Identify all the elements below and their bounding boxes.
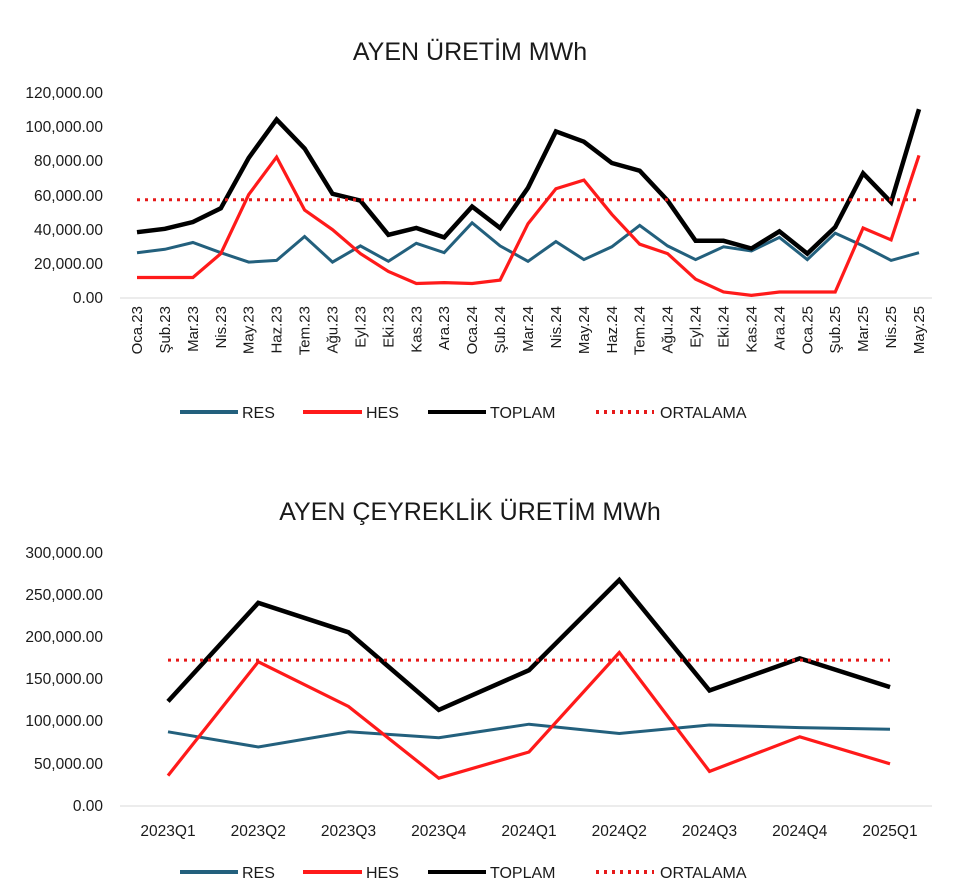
monthly-y-tick: 20,000.00 bbox=[34, 256, 103, 273]
quarterly-y-tick: 100,000.00 bbox=[25, 713, 103, 730]
monthly-x-ticks: Oca.23 Şub.23 Mar.23 Nis.23 May.23 Haz.23 Tem.… bbox=[129, 306, 928, 355]
monthly-chart-title: AYEN ÜRETİM MWh bbox=[353, 37, 587, 66]
monthly-x-tick: Kas.24 bbox=[743, 306, 760, 353]
monthly-x-tick: Mar.25 bbox=[855, 306, 872, 352]
monthly-x-tick: Oca.24 bbox=[464, 306, 481, 354]
monthly-x-tick: Nis.25 bbox=[883, 306, 900, 349]
monthly-y-tick: 100,000.00 bbox=[25, 119, 103, 136]
quarterly-y-tick: 250,000.00 bbox=[25, 587, 103, 604]
legend-label-hes: HES bbox=[366, 865, 399, 882]
quarterly-y-tick: 200,000.00 bbox=[25, 629, 103, 646]
quarterly-x-tick: 2024Q4 bbox=[772, 823, 828, 840]
monthly-x-tick: May.25 bbox=[911, 306, 928, 354]
monthly-x-tick: Mar.24 bbox=[520, 306, 537, 352]
quarterly-chart-title: AYEN ÇEYREKLİK ÜRETİM MWh bbox=[279, 497, 661, 526]
quarterly-x-tick: 2025Q1 bbox=[862, 823, 917, 840]
quarterly-y-tick: 300,000.00 bbox=[25, 545, 103, 562]
monthly-x-tick: Şub.24 bbox=[492, 306, 509, 354]
legend-label-ortalama: ORTALAMA bbox=[660, 865, 747, 882]
quarterly-y-ticks: 0.00 50,000.00 100,000.00 150,000.00 200… bbox=[25, 545, 103, 815]
monthly-y-tick: 120,000.00 bbox=[25, 85, 103, 102]
monthly-x-tick: Eki.23 bbox=[380, 306, 397, 348]
quarterly-series-toplam-line bbox=[166, 576, 891, 713]
monthly-x-tick: Ara.24 bbox=[771, 306, 788, 350]
monthly-x-tick: Tem.24 bbox=[632, 306, 649, 355]
monthly-x-tick: Eyl.24 bbox=[688, 306, 705, 348]
quarterly-x-tick: 2024Q2 bbox=[592, 823, 647, 840]
quarterly-y-tick: 0.00 bbox=[73, 798, 104, 815]
quarterly-series-res-line bbox=[167, 722, 891, 749]
quarterly-x-tick: 2023Q3 bbox=[321, 823, 376, 840]
legend-label-toplam: TOPLAM bbox=[490, 865, 556, 882]
monthly-y-tick: 60,000.00 bbox=[34, 188, 103, 205]
monthly-series-toplam-line bbox=[136, 108, 922, 257]
monthly-chart: AYEN ÜRETİM MWh 0.00 20,000.00 40,000.00… bbox=[25, 37, 932, 422]
monthly-x-tick: May.24 bbox=[576, 306, 593, 354]
monthly-y-tick: 0.00 bbox=[73, 290, 104, 307]
monthly-series-res-line bbox=[136, 220, 920, 264]
monthly-x-tick: Kas.23 bbox=[408, 306, 425, 353]
quarterly-x-ticks: 2023Q1 2023Q2 2023Q3 2023Q4 2024Q1 2024Q2 2024… bbox=[140, 823, 917, 840]
quarterly-legend: RES HES TOPLAM ORTALAMA bbox=[180, 865, 747, 882]
quarterly-x-tick: 2024Q3 bbox=[682, 823, 737, 840]
monthly-x-tick: Mar.23 bbox=[185, 306, 202, 352]
monthly-x-tick: Oca.23 bbox=[129, 306, 146, 354]
legend-label-res: RES bbox=[242, 405, 275, 422]
quarterly-x-tick: 2023Q2 bbox=[231, 823, 286, 840]
monthly-x-tick: Şub.25 bbox=[827, 306, 844, 354]
monthly-x-tick: Haz.23 bbox=[269, 306, 286, 354]
monthly-x-tick: Eki.24 bbox=[716, 306, 733, 348]
monthly-x-tick: Haz.24 bbox=[604, 306, 621, 354]
legend-label-ortalama: ORTALAMA bbox=[660, 405, 747, 422]
monthly-x-tick: Şub.23 bbox=[157, 306, 174, 354]
monthly-y-tick: 40,000.00 bbox=[34, 222, 103, 239]
monthly-y-ticks: 0.00 20,000.00 40,000.00 60,000.00 80,00… bbox=[25, 85, 103, 307]
quarterly-x-tick: 2024Q1 bbox=[501, 823, 556, 840]
quarterly-y-tick: 50,000.00 bbox=[34, 756, 103, 773]
monthly-x-tick: Ağu.23 bbox=[325, 306, 342, 354]
monthly-y-tick: 80,000.00 bbox=[34, 153, 103, 170]
quarterly-series bbox=[166, 576, 891, 780]
monthly-series-hes-line bbox=[137, 154, 921, 298]
monthly-series bbox=[136, 108, 922, 298]
monthly-x-tick: Tem.23 bbox=[297, 306, 314, 355]
quarterly-series-hes-line bbox=[166, 649, 891, 780]
monthly-legend: RES HES TOPLAM ORTALAMA bbox=[180, 405, 747, 422]
monthly-x-tick: Oca.25 bbox=[799, 306, 816, 354]
legend-label-res: RES bbox=[242, 865, 275, 882]
legend-label-toplam: TOPLAM bbox=[490, 405, 556, 422]
legend-label-hes: HES bbox=[366, 405, 399, 422]
quarterly-x-tick: 2023Q4 bbox=[411, 823, 467, 840]
monthly-x-tick: Ara.23 bbox=[436, 306, 453, 350]
quarterly-y-tick: 150,000.00 bbox=[25, 671, 103, 688]
monthly-x-tick: May.23 bbox=[241, 306, 258, 354]
monthly-x-tick: Ağu.24 bbox=[660, 306, 677, 354]
quarterly-x-tick: 2023Q1 bbox=[140, 823, 195, 840]
monthly-x-tick: Eyl.23 bbox=[352, 306, 369, 348]
monthly-x-tick: Nis.24 bbox=[548, 306, 565, 349]
quarterly-chart: AYEN ÇEYREKLİK ÜRETİM MWh 0.00 50,000.00… bbox=[25, 497, 932, 882]
monthly-x-tick: Nis.23 bbox=[213, 306, 230, 349]
